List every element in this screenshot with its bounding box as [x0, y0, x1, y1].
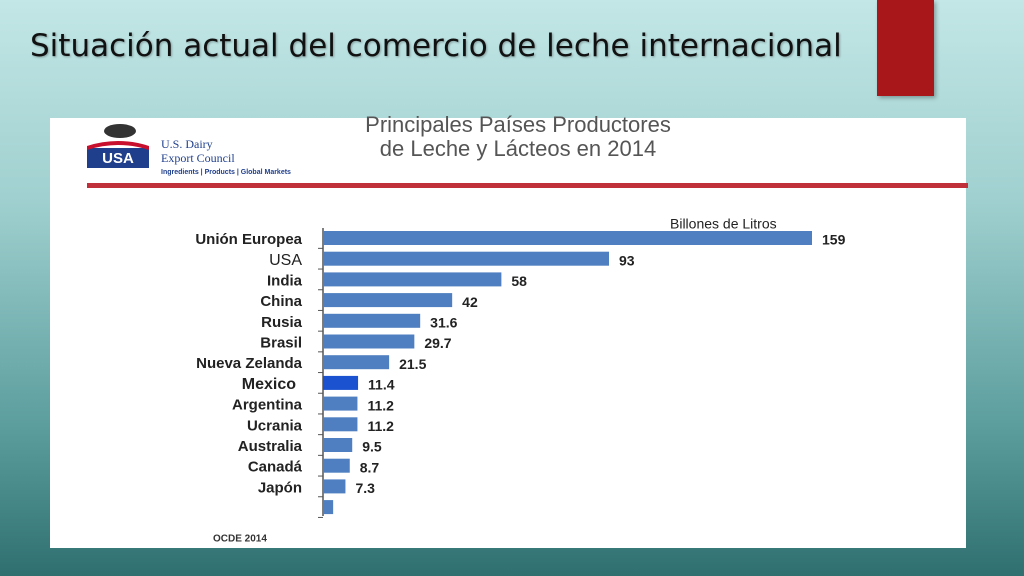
bar: [323, 313, 421, 328]
header-rule: [87, 183, 968, 188]
chart-title: Principales Países Productores: [365, 112, 671, 137]
bar: [323, 293, 453, 308]
category-label: USA: [269, 252, 302, 269]
logo-tagline: Ingredients | Products | Global Markets: [161, 169, 291, 176]
category-label: Canadá: [248, 459, 303, 476]
category-label: Argentina: [232, 397, 303, 414]
logo-name: Export Council: [161, 151, 235, 165]
value-label: 8.7: [360, 459, 380, 475]
chart-panel: [50, 118, 966, 548]
value-label: 21.5: [399, 356, 426, 372]
bar: [323, 479, 346, 494]
category-label: Nueva Zelanda: [196, 355, 303, 372]
logo-name: U.S. Dairy: [161, 137, 213, 151]
value-label: 159: [822, 232, 846, 248]
slide-title: Situación actual del comercio de leche i…: [30, 28, 842, 64]
category-label: Brasil: [260, 334, 302, 351]
value-label: 31.6: [430, 315, 457, 331]
value-label: 11.4: [368, 377, 395, 393]
value-label: 7.3: [355, 480, 375, 496]
bar: [323, 231, 812, 245]
logo-badge-text: USA: [102, 150, 134, 167]
category-label: Japón: [258, 479, 302, 496]
bar: [323, 500, 334, 515]
bar: [323, 251, 610, 266]
value-label: 11.2: [367, 397, 394, 413]
bar: [323, 272, 502, 287]
bar: [323, 396, 358, 411]
bar: [323, 375, 359, 390]
bar: [323, 417, 358, 432]
value-label: 29.7: [424, 335, 451, 351]
logo-badge: [87, 148, 149, 168]
category-label: Unión Europea: [195, 231, 302, 248]
source: OCDE 2014: [213, 534, 267, 545]
chart-title: de Leche y Lácteos en 2014: [380, 136, 656, 161]
category-label: China: [260, 293, 302, 310]
bar: [323, 334, 415, 349]
value-label: 93: [619, 252, 635, 268]
value-label: 9.5: [362, 439, 382, 455]
category-label: Rusia: [261, 314, 303, 331]
category-label: Ucrania: [247, 417, 303, 434]
category-label: Mexico: [242, 376, 296, 393]
value-label: 42: [462, 294, 478, 310]
value-label: 58: [511, 273, 527, 289]
category-label: Australia: [238, 438, 303, 455]
category-label: India: [267, 272, 303, 289]
logo-cow: [104, 124, 136, 138]
value-label: 11.2: [367, 418, 394, 434]
unit-label: Billones de Litros: [670, 216, 777, 232]
bar: [323, 355, 390, 370]
bar: [323, 458, 350, 473]
logo-stripe: [87, 141, 149, 150]
decor-box: [877, 0, 934, 96]
bar: [323, 438, 353, 452]
